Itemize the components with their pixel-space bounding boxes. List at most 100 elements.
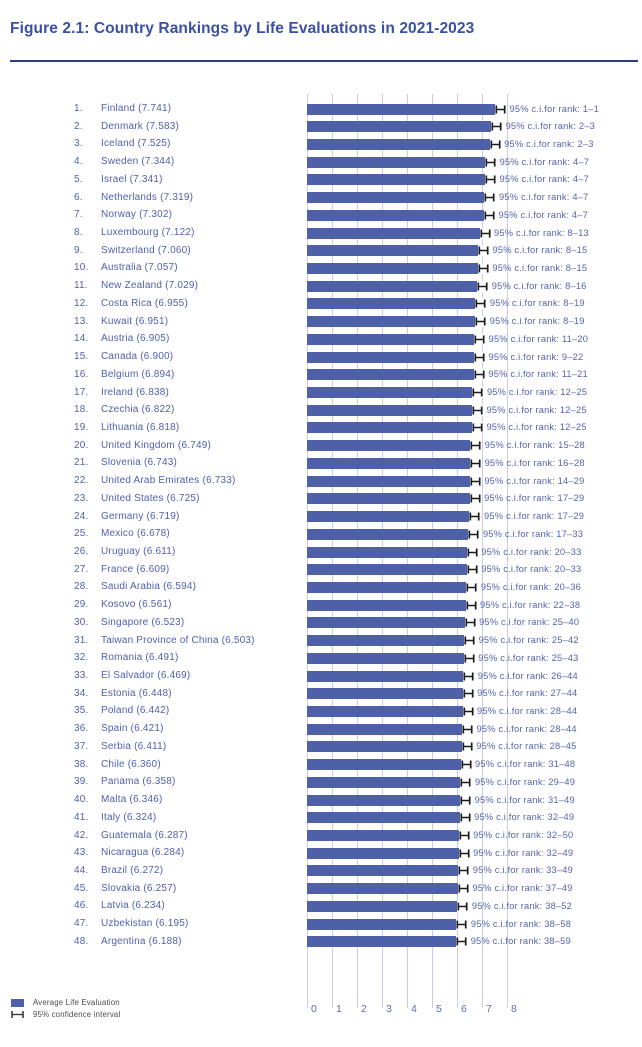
life-evaluation-bar — [307, 705, 469, 717]
life-evaluation-bar — [307, 138, 496, 150]
country-score-label: Netherlands (7.319) — [101, 191, 194, 203]
country-score-label: Kuwait (6.951) — [101, 315, 169, 327]
confidence-errorbar-marker — [463, 670, 475, 682]
rank-label: 12. — [74, 297, 89, 309]
confidence-errorbar-marker — [475, 298, 487, 310]
confidence-errorbar-marker — [470, 457, 482, 469]
life-evaluation-bar — [307, 936, 462, 948]
country-score-label: Costa Rica (6.955) — [101, 297, 188, 309]
errorbar-icon — [11, 1010, 24, 1018]
confidence-errorbar-marker — [469, 475, 481, 487]
legend-ci-label: 95% confidence interval — [33, 1009, 121, 1019]
country-score-label: Taiwan Province of China (6.503) — [101, 634, 255, 646]
confidence-errorbar-marker — [466, 546, 478, 558]
life-evaluation-bar — [307, 103, 501, 115]
confidence-errorbar-marker — [477, 262, 489, 274]
rank-ci-label: 95% c.i.for rank: 27–44 — [477, 688, 578, 699]
life-evaluation-bar — [307, 794, 466, 806]
country-score-label: Malta (6.346) — [101, 794, 163, 806]
rank-label: 14. — [74, 333, 89, 345]
rank-ci-label: 95% c.i.for rank: 12–25 — [486, 404, 587, 415]
country-score-label: Denmark (7.583) — [101, 120, 180, 132]
confidence-errorbar-marker — [474, 351, 485, 363]
life-evaluation-bar — [307, 741, 468, 753]
x-tick-label-3: 3 — [386, 1003, 393, 1015]
gridline-x-7 — [482, 94, 483, 1008]
confidence-errorbar-marker — [460, 776, 472, 788]
rank-label: 24. — [74, 510, 89, 522]
life-evaluation-bar — [307, 635, 470, 647]
country-score-label: Ireland (6.838) — [101, 386, 170, 398]
country-score-label: Spain (6.421) — [101, 723, 164, 735]
rank-ci-label: 95% c.i.for rank: 25–40 — [479, 617, 580, 628]
country-score-label: Uzbekistan (6.195) — [101, 918, 189, 930]
rank-ci-label: 95% c.i.for rank: 15–28 — [484, 440, 585, 451]
life-evaluation-bar — [307, 900, 463, 912]
gridline-x-8 — [507, 94, 508, 1008]
life-evaluation-bar — [307, 192, 490, 204]
life-evaluation-bar — [307, 493, 476, 505]
country-score-label: United Arab Emirates (6.733) — [101, 475, 236, 487]
rank-ci-label: 95% c.i.for rank: 2–3 — [505, 121, 596, 132]
rank-ci-label: 95% c.i.for rank: 9–22 — [488, 351, 584, 362]
life-evaluation-bar — [307, 776, 466, 788]
legend-bar-label: Average Life Evaluation — [33, 998, 120, 1008]
life-evaluation-bar — [307, 581, 472, 593]
confidence-errorbar-marker — [469, 511, 481, 523]
rank-ci-label: 95% c.i.for rank: 26–44 — [477, 670, 578, 681]
rank-label: 5. — [74, 173, 83, 185]
confidence-errorbar-marker — [466, 564, 478, 576]
rank-label: 9. — [74, 244, 83, 256]
country-score-label: United Kingdom (6.749) — [101, 439, 212, 451]
country-score-label: Mexico (6.678) — [101, 528, 170, 540]
confidence-errorbar-marker — [485, 156, 497, 168]
rank-label: 15. — [74, 351, 89, 363]
rank-ci-label: 95% c.i.for rank: 20–36 — [480, 581, 582, 592]
confidence-errorbar-marker — [469, 493, 481, 505]
rank-ci-label: 95% c.i.for rank: 12–25 — [486, 422, 587, 433]
country-score-label: Latvia (6.234) — [101, 900, 165, 912]
country-score-label: Estonia (6.448) — [101, 687, 172, 699]
rank-label: 38. — [74, 758, 89, 770]
rank-ci-label: 95% c.i.for rank: 11–20 — [488, 333, 589, 344]
country-score-label: Iceland (7.525) — [101, 138, 171, 150]
life-evaluation-bar — [307, 404, 478, 416]
rank-label: 33. — [74, 670, 89, 682]
country-score-label: Italy (6.324) — [101, 811, 157, 823]
confidence-errorbar-marker — [470, 440, 482, 452]
rank-label: 7. — [74, 209, 83, 221]
rank-label: 18. — [74, 404, 89, 416]
country-score-label: Czechia (6.822) — [101, 404, 175, 416]
confidence-errorbar-marker — [456, 936, 468, 948]
rank-label: 35. — [74, 705, 89, 717]
rank-label: 47. — [74, 918, 89, 930]
rank-ci-label: 95% c.i.for rank: 37–49 — [472, 883, 573, 894]
confidence-errorbar-marker — [489, 138, 501, 150]
rank-ci-label: 95% c.i.for rank: 8–15 — [492, 245, 588, 256]
rank-label: 10. — [74, 262, 89, 274]
rank-label: 20. — [74, 439, 89, 451]
country-score-label: Lithuania (6.818) — [101, 421, 180, 433]
rank-label: 27. — [74, 563, 89, 575]
confidence-errorbar-marker — [458, 830, 470, 842]
x-tick-label-6: 6 — [461, 1003, 468, 1015]
confidence-errorbar-marker — [491, 121, 503, 133]
rank-ci-label: 95% c.i.for rank: 17–29 — [483, 511, 585, 522]
confidence-errorbar-marker — [461, 741, 473, 753]
confidence-errorbar-marker — [474, 333, 486, 345]
country-score-label: El Salvador (6.469) — [101, 670, 191, 682]
confidence-errorbar-marker — [459, 812, 471, 824]
confidence-errorbar-marker — [462, 723, 474, 735]
confidence-errorbar-marker — [457, 900, 469, 912]
country-score-label: Luxembourg (7.122) — [101, 227, 195, 239]
country-score-label: Slovenia (6.743) — [101, 457, 178, 469]
confidence-errorbar-marker — [464, 617, 476, 629]
life-evaluation-bar — [307, 564, 473, 576]
life-evaluation-bar — [307, 440, 476, 452]
rank-ci-label: 95% c.i.for rank: 28–45 — [476, 741, 577, 752]
country-score-label: United States (6.725) — [101, 492, 200, 504]
rank-ci-label: 95% c.i.for rank: 32–49 — [474, 812, 575, 823]
life-evaluation-bar — [307, 883, 464, 895]
rank-label: 2. — [74, 120, 83, 132]
rank-label: 4. — [74, 156, 83, 168]
